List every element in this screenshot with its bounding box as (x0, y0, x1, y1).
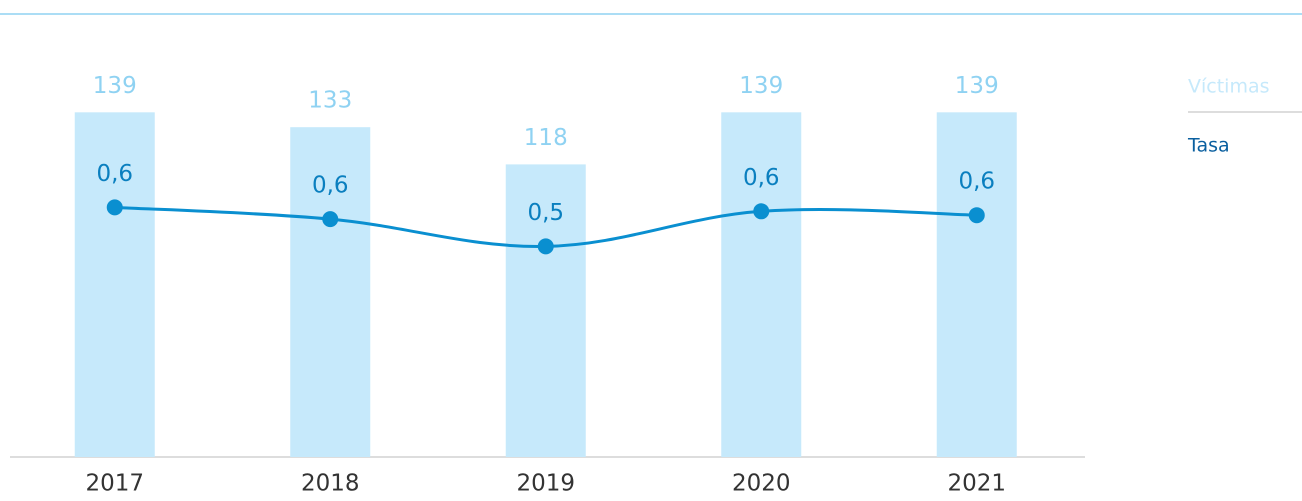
bar-value-label: 139 (955, 73, 999, 99)
bar-value-label: 118 (524, 125, 568, 151)
line-point (753, 203, 770, 220)
x-tick-label: 2017 (85, 471, 144, 497)
line-point (537, 238, 554, 255)
bar (505, 164, 586, 458)
bar (936, 112, 1017, 458)
x-tick-label: 2021 (947, 471, 1006, 497)
line-point (322, 211, 339, 228)
point-value-label: 0,6 (743, 165, 780, 191)
legend-entry: Tasa (1187, 135, 1230, 157)
line-point (968, 207, 985, 224)
legend-entry: Víctimas (1188, 76, 1270, 98)
bar (721, 112, 802, 458)
bar-value-label: 139 (739, 73, 783, 99)
point-value-label: 0,5 (527, 200, 564, 226)
point-value-label: 0,6 (312, 173, 349, 199)
bar-value-label: 139 (93, 73, 137, 99)
point-value-label: 0,6 (958, 169, 995, 195)
bar-value-label: 133 (308, 88, 352, 114)
bar (74, 112, 155, 458)
x-tick-label: 2019 (516, 471, 575, 497)
point-value-label: 0,6 (96, 161, 133, 187)
x-tick-label: 2020 (732, 471, 791, 497)
line-point (106, 199, 123, 216)
x-tick-label: 2018 (301, 471, 360, 497)
bar (290, 127, 371, 458)
